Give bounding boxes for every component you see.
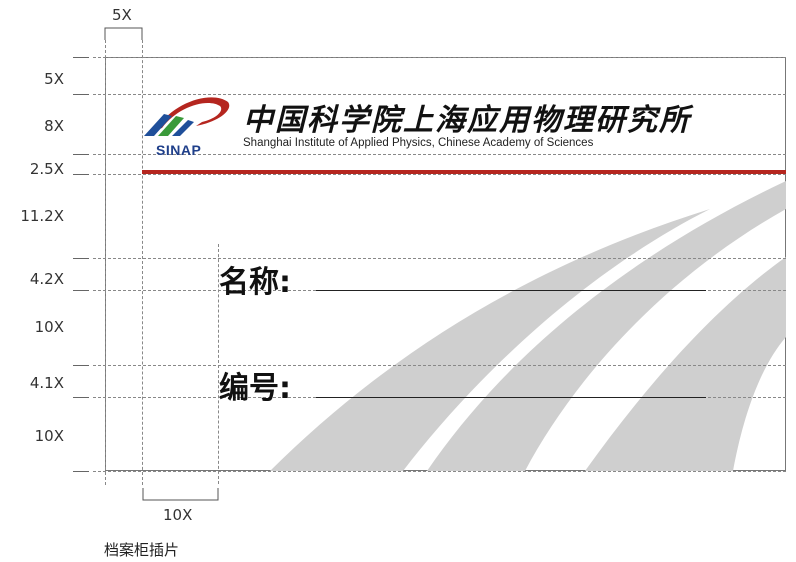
tick-9	[73, 471, 89, 472]
tick-7	[73, 365, 89, 366]
row-label-5: 4.2X	[29, 270, 64, 288]
accent-red-bar	[142, 170, 786, 174]
row-label-3: 2.5X	[29, 160, 64, 178]
bottom-dimension-bracket	[142, 488, 219, 501]
guide-h-2	[93, 94, 786, 95]
guide-v-left	[105, 40, 106, 485]
top-dimension-label: 5X	[112, 6, 132, 24]
row-label-4: 11.2X	[20, 207, 64, 225]
row-label-6: 10X	[34, 318, 64, 336]
bottom-dimension-label: 10X	[163, 506, 193, 524]
decorative-stripes	[270, 181, 786, 471]
guide-h-4	[93, 174, 786, 175]
name-field-line[interactable]	[316, 290, 706, 291]
name-field-label: 名称:	[219, 265, 291, 300]
logo-text: SINAP	[156, 142, 202, 158]
tick-5	[73, 258, 89, 259]
guide-h-bottom	[93, 471, 786, 472]
tick-1	[73, 57, 89, 58]
org-name-en: Shanghai Institute of Applied Physics, C…	[243, 137, 594, 149]
number-field-label: 编号:	[219, 371, 291, 406]
guide-h-3	[93, 154, 786, 155]
guide-h-top	[93, 57, 786, 58]
number-field-line[interactable]	[316, 397, 706, 398]
top-dimension-bracket	[104, 27, 143, 40]
diagram-caption: 档案柜插片	[104, 541, 180, 559]
guide-h-5	[93, 258, 786, 259]
tick-3	[73, 154, 89, 155]
tick-8	[73, 397, 89, 398]
row-label-2: 8X	[44, 117, 64, 135]
row-label-7: 4.1X	[29, 374, 64, 392]
guide-v-margin	[142, 40, 143, 485]
tick-2	[73, 94, 89, 95]
tick-4	[73, 174, 89, 175]
guide-v-label	[218, 244, 219, 484]
sinap-logo-icon	[144, 97, 230, 136]
org-name-cn: 中国科学院上海应用物理研究所	[243, 103, 691, 138]
tick-6	[73, 290, 89, 291]
guide-h-7	[93, 365, 786, 366]
row-label-1: 5X	[44, 70, 64, 88]
row-label-8: 10X	[34, 427, 64, 445]
